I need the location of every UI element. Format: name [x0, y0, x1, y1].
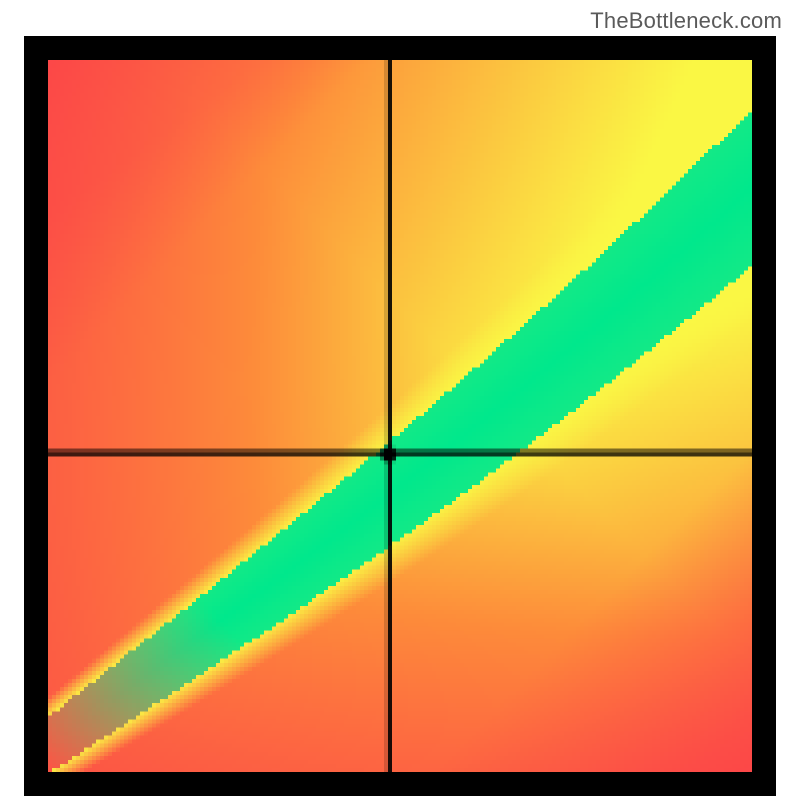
bottleneck-heatmap	[48, 60, 752, 772]
attribution-text: TheBottleneck.com	[590, 8, 782, 34]
chart-frame	[24, 36, 776, 796]
